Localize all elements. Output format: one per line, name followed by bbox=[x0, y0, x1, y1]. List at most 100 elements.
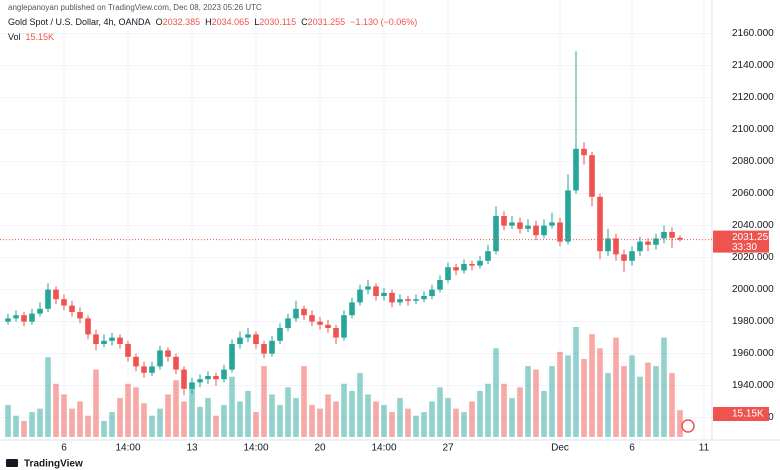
candle-body bbox=[333, 328, 339, 338]
candle-body bbox=[533, 225, 539, 236]
volume-bar bbox=[309, 405, 315, 437]
candle-body bbox=[189, 382, 195, 389]
candle-body bbox=[517, 222, 523, 229]
candle-body bbox=[109, 337, 115, 341]
volume-bar bbox=[405, 408, 411, 437]
volume-bar bbox=[197, 406, 203, 437]
volume-bar bbox=[149, 415, 155, 437]
candle-body bbox=[597, 196, 603, 252]
candle-body bbox=[245, 334, 251, 338]
y-tick-label: 2120.000 bbox=[732, 92, 774, 103]
candle-body bbox=[413, 299, 419, 301]
volume-bar bbox=[469, 401, 475, 437]
y-tick-label: 2140.000 bbox=[732, 60, 774, 71]
candle-body bbox=[661, 232, 667, 239]
volume-bar bbox=[373, 401, 379, 437]
volume-bar bbox=[93, 369, 99, 437]
y-tick-label: 2080.000 bbox=[732, 156, 774, 167]
c-letter: C bbox=[301, 17, 308, 27]
candle-body bbox=[157, 350, 163, 367]
candle-body bbox=[589, 155, 595, 197]
candle-body bbox=[85, 318, 91, 335]
volume-bar bbox=[677, 410, 683, 437]
candle-body bbox=[229, 344, 235, 370]
volume-bar bbox=[365, 394, 371, 437]
candle-body bbox=[45, 289, 51, 309]
candle-body bbox=[557, 222, 563, 242]
candle-body bbox=[581, 148, 587, 156]
candle-body bbox=[21, 315, 27, 322]
volume-bar bbox=[501, 383, 507, 437]
volume-bar bbox=[629, 355, 635, 437]
axes: 1920.0001940.0001960.0001980.0002000.000… bbox=[61, 28, 774, 453]
candle-body bbox=[565, 190, 571, 242]
x-tick-label: Dec bbox=[551, 443, 569, 454]
symbol: Gold Spot / U.S. Dollar, 4h, OANDA bbox=[8, 17, 151, 27]
last-price-box bbox=[713, 230, 769, 253]
candle-body bbox=[405, 299, 411, 301]
volume-bar bbox=[445, 397, 451, 437]
change: −1.130 bbox=[350, 17, 378, 27]
candle-body bbox=[125, 344, 131, 357]
volume-bar bbox=[69, 408, 75, 437]
volume-bar bbox=[333, 401, 339, 437]
volume-title: Vol bbox=[8, 32, 21, 42]
volume-bar bbox=[85, 415, 91, 437]
candle-body bbox=[29, 313, 35, 322]
volume-bar bbox=[53, 383, 59, 437]
candle-body bbox=[293, 308, 299, 319]
candle-body bbox=[653, 238, 659, 245]
last-price-label: 2031.255 bbox=[732, 232, 774, 243]
volume-bar bbox=[485, 383, 491, 437]
candle-body bbox=[205, 376, 211, 380]
candle-body bbox=[509, 222, 515, 226]
candle-body bbox=[141, 366, 147, 373]
volume-bar bbox=[293, 397, 299, 437]
x-tick-label: 13 bbox=[186, 443, 198, 454]
brand-name: TradingView bbox=[24, 459, 83, 470]
x-tick-label: 6 bbox=[61, 443, 67, 454]
volume-legend: Vol 15.15K bbox=[8, 30, 417, 45]
candle-body bbox=[197, 379, 203, 383]
volume-bar bbox=[325, 394, 331, 437]
volume-bar bbox=[125, 383, 131, 437]
candle-body bbox=[61, 299, 67, 306]
y-tick-label: 2000.000 bbox=[732, 284, 774, 295]
volume-bar bbox=[277, 405, 283, 437]
y-tick-label: 1980.000 bbox=[732, 316, 774, 327]
candle-body bbox=[341, 315, 347, 338]
candle-body bbox=[237, 337, 243, 344]
y-tick-label: 2160.000 bbox=[732, 28, 774, 39]
volume-bar bbox=[245, 390, 251, 437]
volume-bar bbox=[573, 327, 579, 437]
volume-bar bbox=[301, 366, 307, 437]
candle-body bbox=[69, 305, 75, 312]
volume-bar bbox=[397, 397, 403, 437]
l-letter: L bbox=[254, 17, 260, 27]
legend-row: Gold Spot / U.S. Dollar, 4h, OANDA O2032… bbox=[8, 15, 417, 30]
volume-bar bbox=[589, 334, 595, 437]
volume-bar bbox=[37, 408, 43, 437]
candle-body bbox=[173, 356, 179, 370]
volume-bar bbox=[517, 387, 523, 437]
volume-bar bbox=[181, 401, 187, 437]
candle-body bbox=[605, 238, 611, 252]
candle-body bbox=[269, 340, 275, 354]
volume-label-box bbox=[713, 407, 769, 421]
volume-bar bbox=[213, 415, 219, 437]
volume-bar bbox=[637, 376, 643, 437]
candle-body bbox=[621, 254, 627, 261]
candle-body bbox=[285, 318, 291, 328]
candle-body bbox=[5, 318, 11, 322]
candle-body bbox=[149, 366, 155, 373]
volume-bar bbox=[133, 387, 139, 437]
high-value: 2034.065 bbox=[211, 17, 250, 27]
candle-body bbox=[13, 315, 19, 319]
y-tick-label: 1940.000 bbox=[732, 380, 774, 391]
y-tick-label: 2060.000 bbox=[732, 188, 774, 199]
candle-body bbox=[373, 286, 379, 296]
volume-bar bbox=[173, 380, 179, 437]
y-tick-label: 1960.000 bbox=[732, 348, 774, 359]
